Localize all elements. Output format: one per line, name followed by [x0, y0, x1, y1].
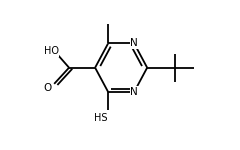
Text: HS: HS — [94, 114, 108, 123]
Text: N: N — [130, 38, 138, 48]
Text: O: O — [43, 83, 52, 93]
Text: N: N — [130, 87, 138, 97]
Text: HO: HO — [44, 46, 59, 57]
